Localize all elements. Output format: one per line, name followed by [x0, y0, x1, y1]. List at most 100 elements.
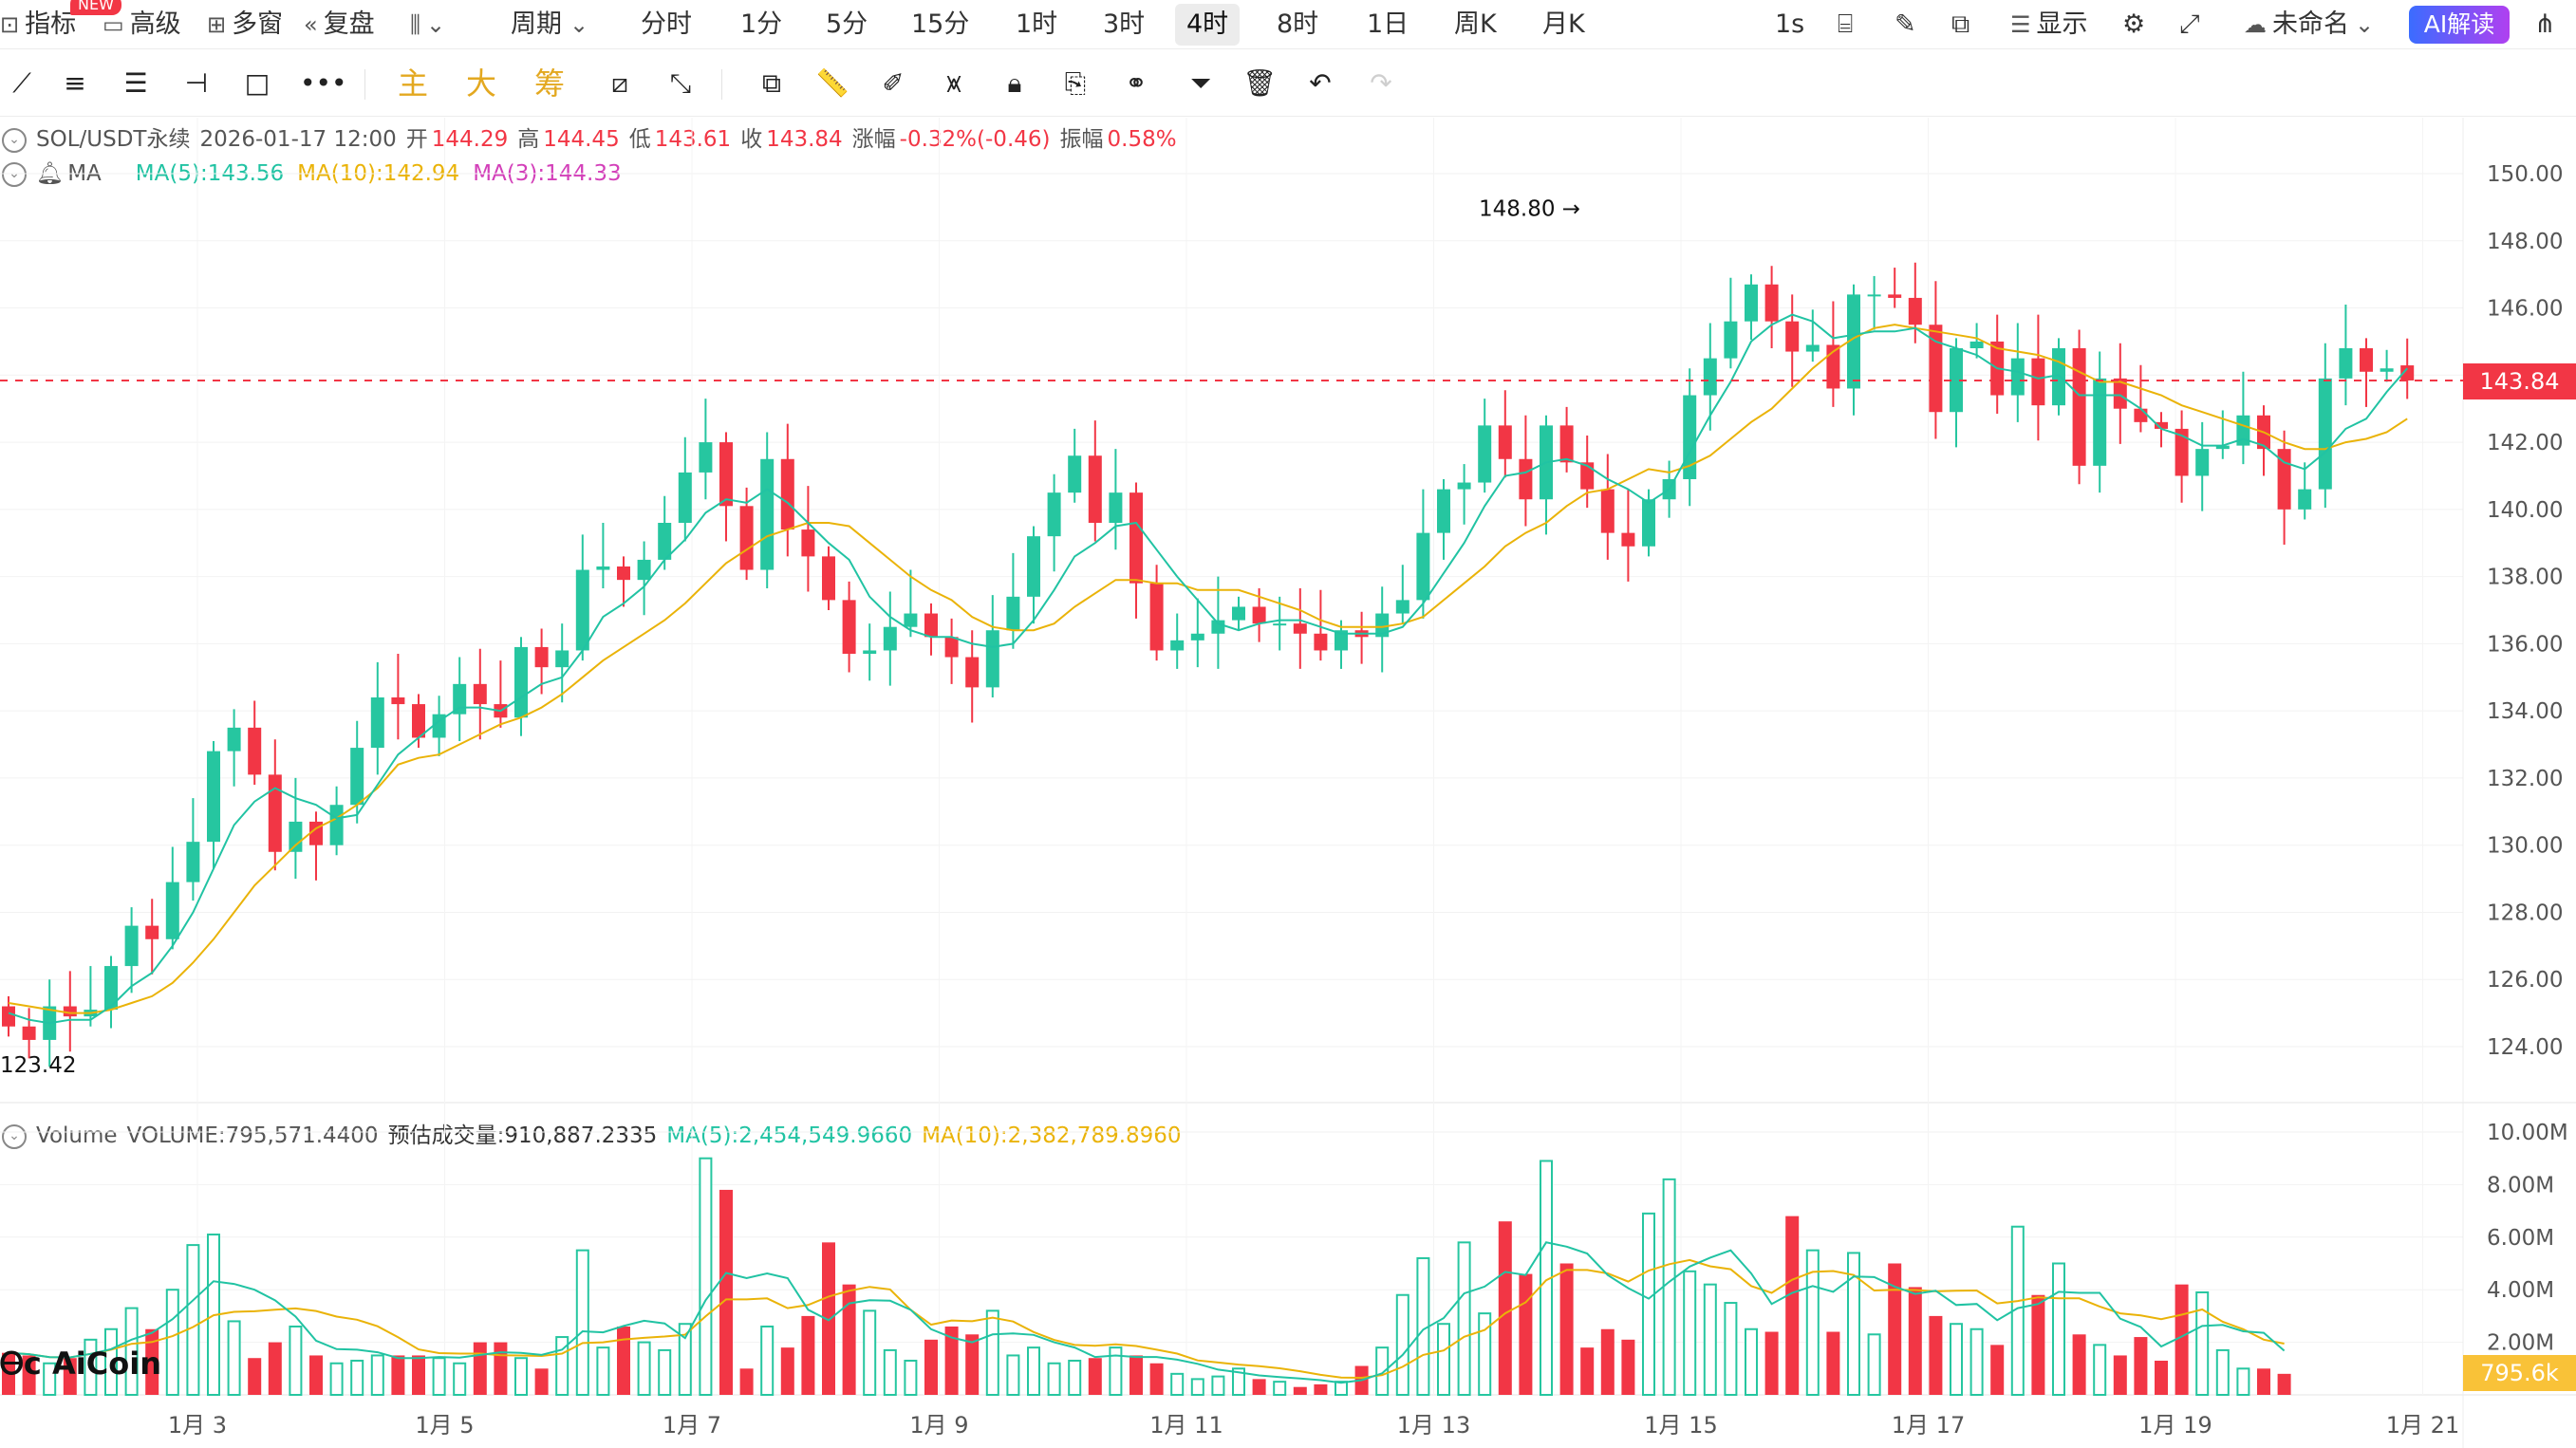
period-tab[interactable]: 分时 — [641, 9, 692, 39]
candle-down — [1498, 425, 1512, 459]
chart-type-button[interactable]: ⫼ ⌄ — [410, 0, 451, 49]
ai-interpret-button[interactable]: AI解读 — [2409, 6, 2510, 44]
horizontal-ray-icon[interactable]: ⊣ — [184, 67, 209, 99]
volume-bar-down — [1600, 1328, 1615, 1395]
candle-up — [760, 458, 775, 570]
candle-down — [268, 774, 282, 852]
auto-trend-icon[interactable]: ⧄ — [611, 67, 628, 99]
period-dropdown[interactable]: 周期 ⌄ — [511, 9, 589, 39]
candle-up — [2010, 358, 2025, 396]
volume-bar-up — [514, 1357, 528, 1396]
period-tab[interactable]: 8时 — [1277, 9, 1319, 39]
candle-down — [145, 925, 159, 939]
collapse-icon[interactable]: ⌄ — [2, 127, 27, 153]
camera-icon[interactable]: ⌸ — [1838, 9, 1854, 39]
multi-window-button[interactable]: ⊞ 多窗 — [207, 9, 284, 39]
volume-bar-down — [924, 1339, 938, 1395]
volume-bar-up — [165, 1289, 179, 1396]
candle-up — [227, 727, 241, 752]
volume-bar-down — [248, 1358, 262, 1395]
toolbar-divider — [364, 69, 365, 100]
candle-down — [1908, 297, 1922, 325]
cloud-icon: ☁ — [2244, 11, 2267, 38]
more-tools-icon[interactable]: ••• — [300, 67, 347, 99]
filter-icon[interactable]: ⏷ — [1189, 67, 1212, 99]
volume-bar-down — [145, 1328, 159, 1395]
candle-up — [1027, 536, 1040, 597]
candle-down — [1149, 583, 1164, 651]
price-axis-label: 130.00 — [2487, 834, 2563, 859]
volume-bar-up — [1867, 1333, 1881, 1397]
candle-up — [904, 613, 918, 627]
volume-bar-up — [350, 1359, 364, 1396]
volume-info-row: ⌄ Volume VOLUME:795,571.4400 预估成交量:910,887.… — [0, 1120, 1191, 1152]
copy-icon[interactable]: ⧉ — [762, 67, 781, 99]
chips-toggle[interactable]: 筹 — [533, 65, 565, 102]
volume-bar-up — [863, 1309, 877, 1396]
template-icon[interactable]: ⎘ — [1064, 67, 1087, 99]
pen-icon[interactable]: ✎ — [1895, 9, 1916, 39]
share-icon[interactable]: ⋔ — [2534, 9, 2556, 39]
period-tab[interactable]: 15分 — [911, 9, 970, 39]
horizontal-lines-icon[interactable]: ☰ — [123, 67, 148, 99]
volume-bar-down — [2072, 1334, 2086, 1395]
trash-icon[interactable]: 🗑︎ — [1242, 67, 1277, 99]
volume-bar-up — [1724, 1302, 1738, 1397]
period-tab[interactable]: 3时 — [1103, 9, 1146, 39]
fullscreen-icon[interactable]: ⤢ — [2179, 9, 2200, 39]
period-tab[interactable]: 1分 — [740, 9, 783, 39]
period-tab[interactable]: 1日 — [1367, 9, 1409, 39]
display-button[interactable]: ☰ 显示 — [2010, 9, 2088, 39]
period-tab[interactable]: 4时 — [1175, 4, 1241, 46]
candle-down — [1826, 344, 1840, 389]
layout-name-dropdown[interactable]: ☁ 未命名 ⌄ — [2244, 9, 2375, 39]
parallel-lines-icon[interactable]: ≡ — [64, 67, 86, 99]
redo-icon[interactable]: ↷ — [1370, 67, 1392, 99]
line-tool-icon[interactable]: ⟋ — [12, 67, 31, 99]
share-screen-icon[interactable]: ⧉ — [1951, 9, 1970, 39]
volume-bar-up — [1478, 1312, 1492, 1397]
replay-button[interactable]: «复盘 — [304, 9, 375, 39]
period-tab[interactable]: 月K — [1542, 9, 1585, 39]
period-tab[interactable]: 5分 — [826, 9, 868, 39]
indicators-button[interactable]: ⊡ 指标 — [0, 9, 77, 39]
date-axis-label: 1月 5 — [415, 1412, 474, 1439]
rectangle-icon[interactable]: □ — [244, 67, 271, 99]
candle-down — [2, 1006, 15, 1027]
volume-bar-up — [227, 1320, 241, 1396]
main-chart-toggle[interactable]: 主 — [397, 65, 428, 102]
candle-down — [719, 442, 733, 507]
period-tab[interactable]: 周K — [1454, 9, 1497, 39]
interval-button[interactable]: 1s — [1775, 9, 1805, 39]
brush-icon[interactable]: ✐ — [882, 67, 905, 99]
ruler-icon[interactable]: 📏 — [815, 67, 849, 99]
collapse-icon[interactable]: ⌄ — [2, 1123, 27, 1149]
link-icon[interactable]: ⚭ — [1125, 67, 1148, 99]
volume-bar-up — [43, 1362, 57, 1397]
aicoin-logo: Ꮎc AiCoin — [0, 1346, 161, 1382]
large-order-toggle[interactable]: 大 — [465, 65, 496, 102]
advanced-button[interactable]: ▭ 高级 — [103, 9, 181, 39]
high-value: 144.45 — [543, 127, 620, 152]
undo-icon[interactable]: ↶ — [1309, 67, 1332, 99]
date-axis-label: 1月 15 — [1644, 1412, 1717, 1439]
volume-axis-label: 4.00M — [2487, 1278, 2554, 1303]
amplitude-value: 0.58% — [1107, 127, 1177, 152]
candle-up — [1724, 321, 1738, 359]
clear-lines-icon[interactable]: ⤡ — [669, 67, 692, 99]
period-tab[interactable]: 1时 — [1016, 9, 1058, 39]
volume-bar-up — [904, 1359, 918, 1396]
candle-up — [1273, 623, 1287, 626]
candlestick-chart[interactable]: 150.00148.00146.00144.00142.00140.00138.… — [0, 118, 2576, 1448]
volume-bar-down — [965, 1334, 980, 1395]
volume-bar-up — [2052, 1262, 2065, 1396]
candle-down — [1293, 623, 1307, 634]
lock-icon[interactable]: 🔒︎ — [1007, 67, 1022, 99]
date-axis-label: 1月 3 — [168, 1412, 227, 1439]
chevron-down-icon: ⌄ — [569, 11, 589, 38]
candle-down — [1129, 492, 1143, 584]
settings-icon[interactable]: ⚙ — [2122, 9, 2146, 39]
candle-down — [2072, 348, 2086, 466]
magnet-icon[interactable]: ⩙ — [946, 67, 961, 99]
volume-bar-down — [494, 1342, 508, 1395]
